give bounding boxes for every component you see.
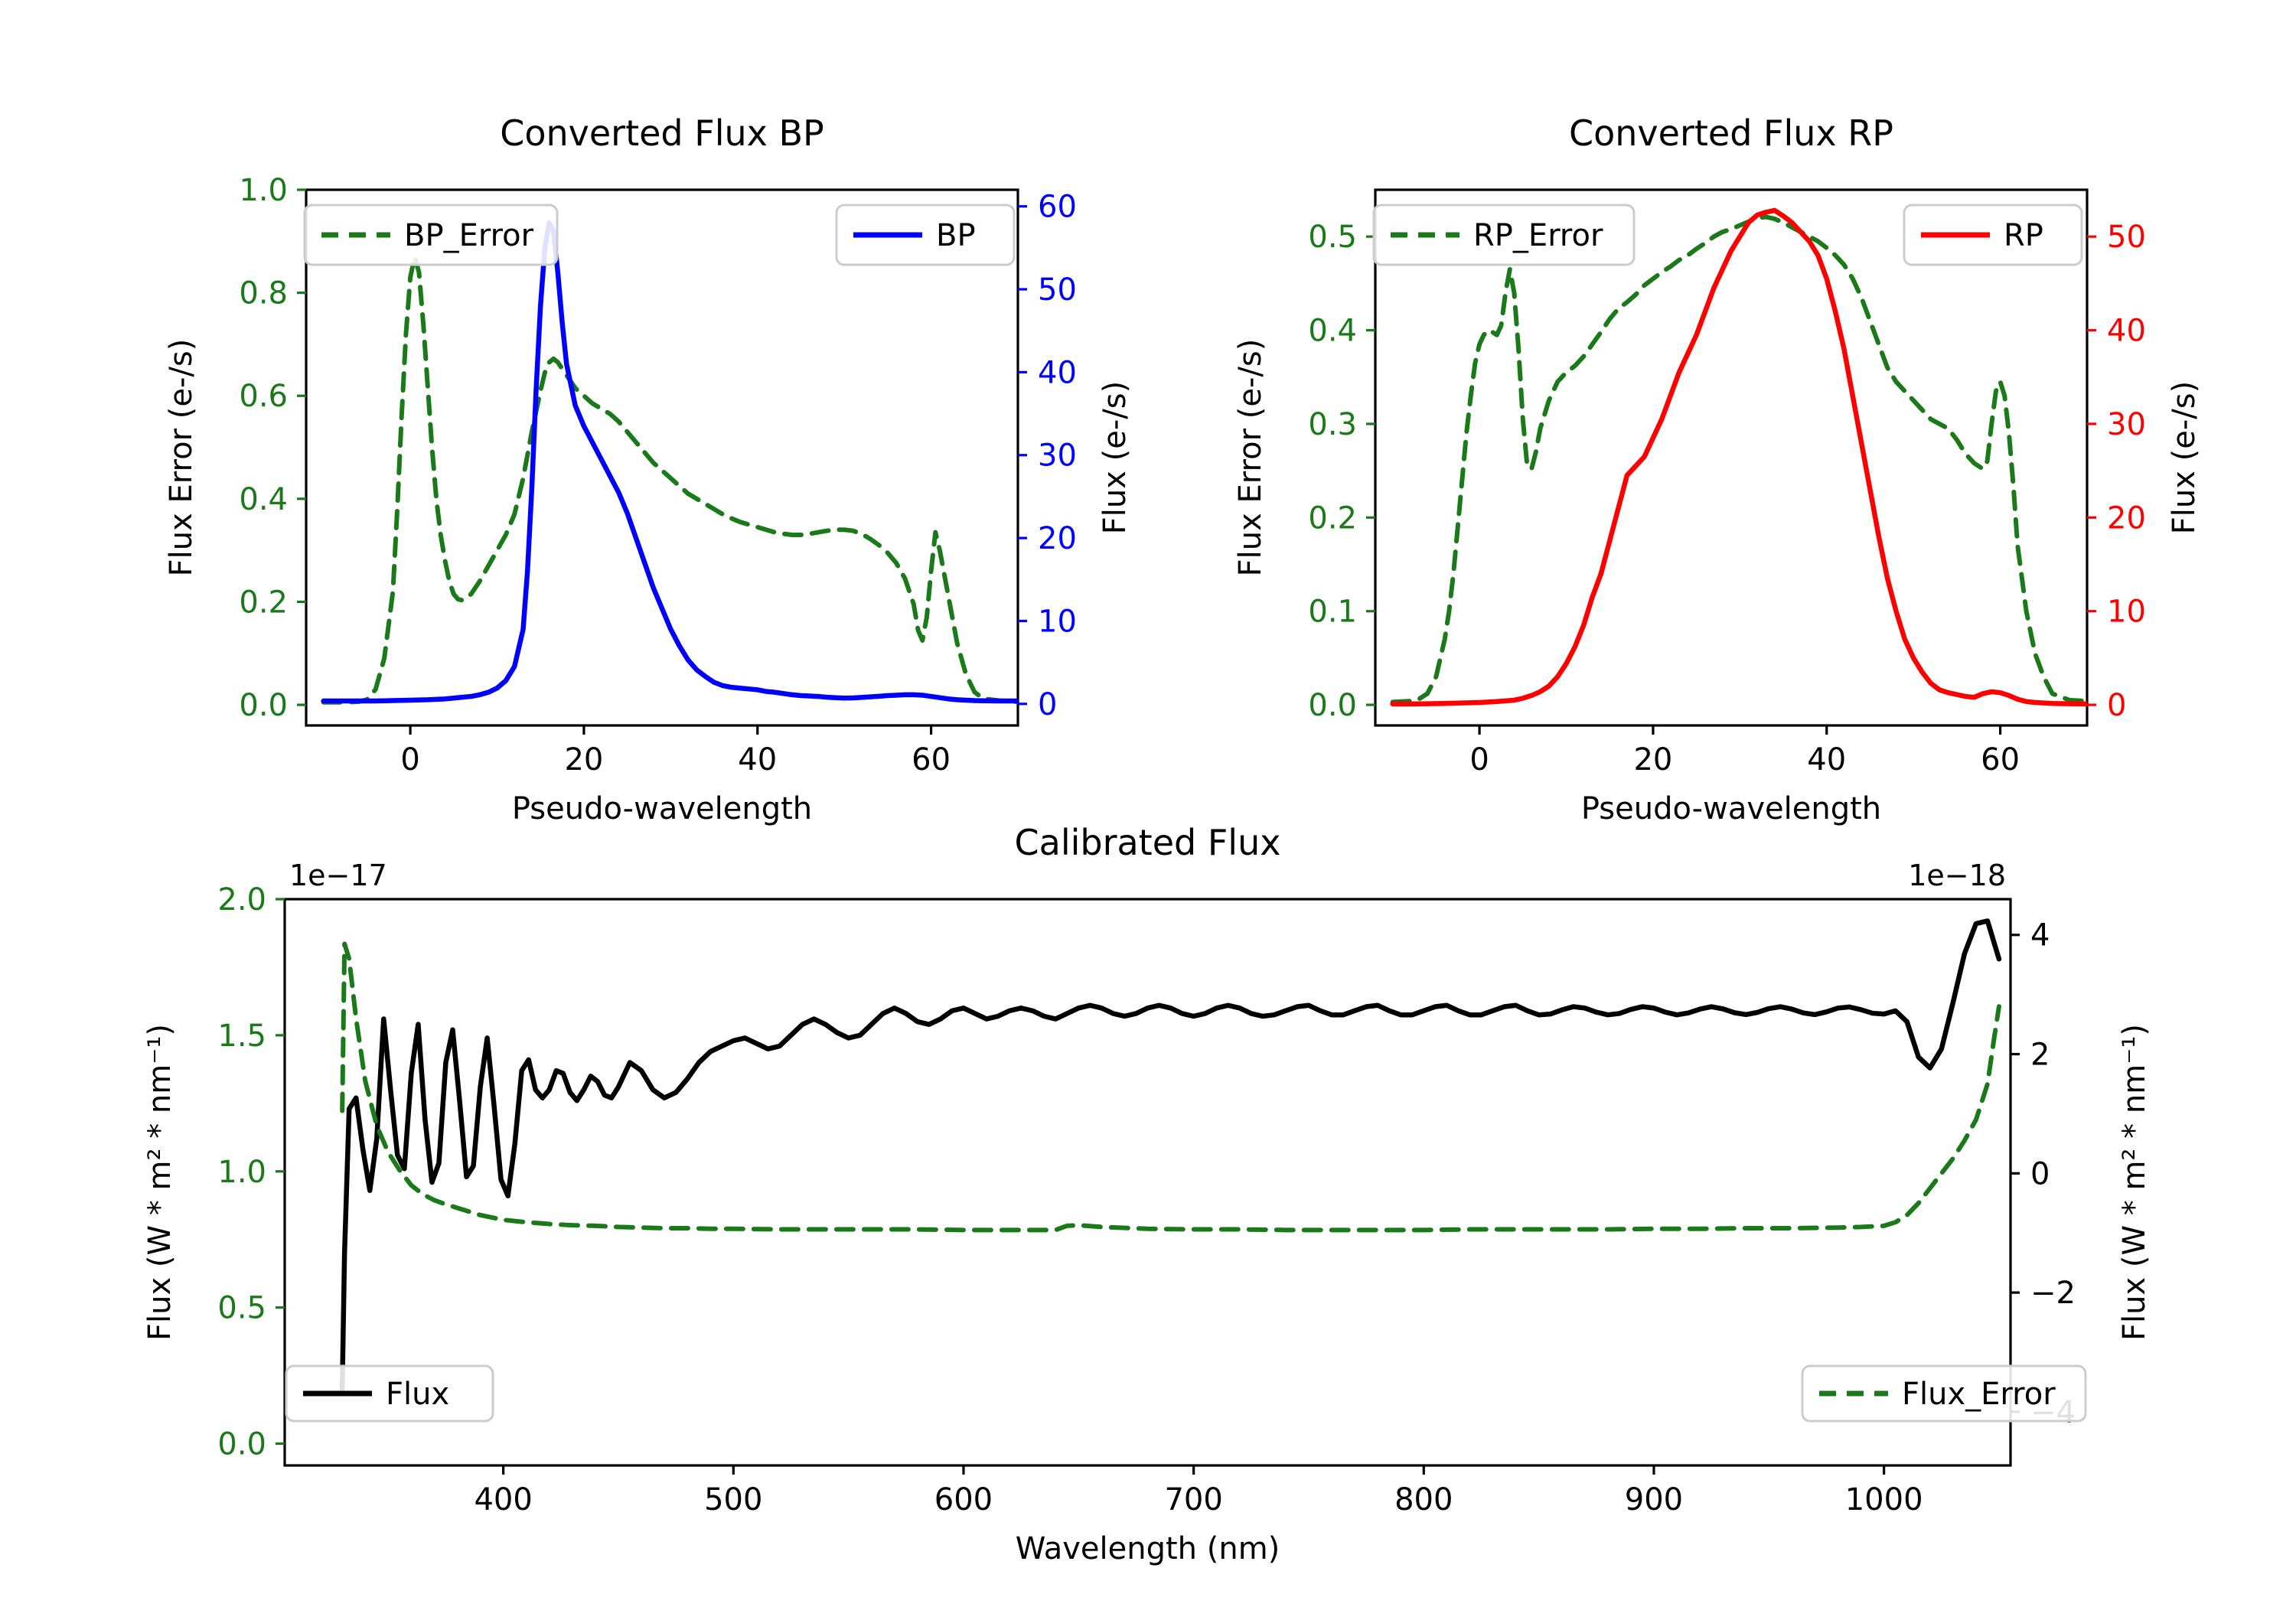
y-tick-label-converted-flux-bp-5: 1.0 [239, 173, 288, 208]
y2-tick-label-converted-flux-bp-6: 60 [1038, 190, 1077, 225]
plot-panel-converted-flux-rp: Converted Flux RP 0 20 40 60 Pseudo-wavelengt… [1233, 112, 2202, 826]
plot-frame-converted-flux-bp [305, 188, 1019, 727]
x-tick-label-calibrated-flux-2: 500 [704, 1482, 762, 1517]
legend-converted-flux-rp-left[interactable]: RP_Error [1372, 204, 1636, 266]
y-tick-label-converted-flux-bp-4: 0.8 [239, 276, 288, 311]
y-axis-label-converted-flux-rp: Flux Error (e-/s) [1233, 339, 1268, 577]
x-tick-label-calibrated-flux-3: 600 [934, 1482, 993, 1517]
y2-tick-label-converted-flux-bp-3: 30 [1038, 438, 1077, 474]
y-tick-label-calibrated-flux-2: 1.0 [217, 1155, 266, 1190]
y-tick-label-converted-flux-rp-1: 0.1 [1308, 595, 1357, 630]
x-tick-label-calibrated-flux-5: 800 [1394, 1482, 1453, 1517]
series-rp-error [1390, 214, 2087, 705]
x-tick-label-calibrated-flux-7: 1000 [1845, 1482, 1923, 1517]
legend-converted-flux-bp-right-label: BP [936, 218, 976, 253]
x-tick-label-calibrated-flux-6: 900 [1625, 1482, 1683, 1517]
plot-panel-calibrated-flux: Calibrated Flux 1e−17 1e−18 400 500 600 700 800… [142, 822, 2152, 1566]
y2-axis-offset-label-calibrated-flux: 1e−18 [1908, 859, 2006, 892]
y-tick-label-converted-flux-bp-1: 0.2 [239, 585, 288, 620]
y-tick-label-converted-flux-rp-5: 0.5 [1308, 220, 1357, 255]
legend-calibrated-flux-left[interactable]: Flux [285, 1364, 494, 1423]
legend-converted-flux-rp-right[interactable]: RP [1903, 204, 2083, 266]
series-flux [339, 918, 2002, 1392]
y-tick-label-calibrated-flux-4: 2.0 [217, 882, 266, 918]
series-flux-error [340, 941, 2001, 1233]
plot-title-calibrated-flux: Calibrated Flux [1015, 822, 1281, 863]
y-tick-label-calibrated-flux-3: 1.5 [217, 1019, 266, 1054]
plot-title-converted-flux-rp: Converted Flux RP [1569, 112, 1893, 154]
y2-tick-label-calibrated-flux-3: 2 [2030, 1038, 2050, 1073]
y-tick-label-calibrated-flux-1: 0.5 [217, 1291, 266, 1326]
y2-tick-label-converted-flux-bp-4: 40 [1038, 355, 1077, 390]
legend-converted-flux-bp-left-label: BP_Error [404, 218, 534, 253]
y-tick-label-converted-flux-rp-3: 0.3 [1308, 407, 1357, 442]
legend-calibrated-flux-right-box [1801, 1364, 2087, 1423]
x-tick-label-converted-flux-bp-2: 40 [738, 742, 777, 777]
x-axis-label-converted-flux-rp: Pseudo-wavelength [1581, 791, 1881, 826]
plot-panel-converted-flux-bp: Converted Flux BP 0 20 40 60 Pseudo-wavelengt… [164, 112, 1133, 826]
y2-tick-label-converted-flux-rp-3: 30 [2107, 407, 2146, 442]
series-bp-error [321, 254, 1018, 705]
y-tick-label-converted-flux-rp-0: 0.0 [1308, 688, 1357, 723]
y2-tick-label-converted-flux-rp-1: 10 [2107, 595, 2146, 630]
y2-tick-label-converted-flux-bp-0: 0 [1038, 687, 1057, 722]
legend-converted-flux-rp-right-label: RP [2004, 218, 2043, 253]
y2-axis-label-calibrated-flux: Flux (W * m² * nm⁻¹) [2117, 1024, 2152, 1341]
legend-calibrated-flux-left-label: Flux [386, 1377, 449, 1412]
legend-converted-flux-rp-right-box [1903, 204, 2083, 266]
x-axis-label-converted-flux-bp: Pseudo-wavelength [512, 791, 812, 826]
y2-tick-label-calibrated-flux-4: 4 [2030, 918, 2050, 953]
y-axis-offset-label-calibrated-flux: 1e−17 [289, 859, 387, 892]
y-axis-label-calibrated-flux: Flux (W * m² * nm⁻¹) [142, 1024, 178, 1341]
y2-tick-label-converted-flux-bp-2: 20 [1038, 521, 1077, 556]
x-tick-label-calibrated-flux-1: 400 [474, 1482, 532, 1517]
x-tick-label-converted-flux-rp-1: 20 [1633, 742, 1672, 777]
legend-converted-flux-bp-left[interactable]: BP_Error [303, 204, 559, 266]
y2-tick-label-calibrated-flux-1: −2 [2030, 1276, 2076, 1311]
legend-converted-flux-bp-right-box [835, 204, 1016, 266]
x-tick-label-converted-flux-bp-0: 0 [400, 742, 419, 777]
plot-frame-converted-flux-rp [1374, 188, 2089, 727]
y2-axis-label-converted-flux-bp: Flux (e-/s) [1097, 381, 1133, 534]
legend-calibrated-flux-left-box [285, 1364, 494, 1423]
legend-converted-flux-rp-left-label: RP_Error [1473, 218, 1603, 253]
x-tick-label-converted-flux-rp-2: 40 [1807, 742, 1846, 777]
x-tick-label-converted-flux-bp-3: 60 [912, 742, 951, 777]
y2-axis-label-converted-flux-rp: Flux (e-/s) [2167, 381, 2202, 534]
y-tick-label-converted-flux-bp-0: 0.0 [239, 688, 288, 723]
y2-tick-label-converted-flux-bp-1: 10 [1038, 604, 1077, 639]
y2-tick-label-converted-flux-rp-2: 20 [2107, 500, 2146, 536]
y-tick-label-converted-flux-bp-2: 0.4 [239, 482, 288, 517]
legend-converted-flux-rp-left-box [1372, 204, 1636, 266]
x-axis-label-calibrated-flux: Wavelength (nm) [1016, 1531, 1280, 1566]
y-tick-label-converted-flux-rp-2: 0.2 [1308, 500, 1357, 536]
legend-converted-flux-bp-right[interactable]: BP [835, 204, 1016, 266]
x-tick-label-calibrated-flux-4: 700 [1164, 1482, 1222, 1517]
series-bp [321, 220, 1018, 704]
legend-calibrated-flux-right-label: Flux_Error [1902, 1377, 2056, 1412]
y-tick-label-converted-flux-rp-4: 0.4 [1308, 314, 1357, 349]
legend-converted-flux-bp-left-box [303, 204, 559, 266]
x-tick-label-converted-flux-rp-3: 60 [1981, 742, 2020, 777]
y2-tick-label-converted-flux-rp-0: 0 [2107, 688, 2126, 723]
legend-calibrated-flux-right[interactable]: Flux_Error [1801, 1364, 2087, 1423]
plot-title-converted-flux-bp: Converted Flux BP [500, 112, 824, 154]
x-tick-label-converted-flux-bp-1: 20 [564, 742, 603, 777]
x-tick-label-converted-flux-rp-0: 0 [1469, 742, 1489, 777]
plot-frame-calibrated-flux [283, 898, 2012, 1467]
y2-tick-label-calibrated-flux-2: 0 [2030, 1156, 2050, 1191]
y2-tick-label-converted-flux-rp-5: 50 [2107, 220, 2146, 255]
y2-tick-label-converted-flux-rp-4: 40 [2107, 314, 2146, 349]
y2-tick-label-converted-flux-bp-5: 50 [1038, 272, 1077, 308]
y-tick-label-calibrated-flux-0: 0.0 [217, 1427, 266, 1462]
series-rp [1390, 207, 2087, 707]
y-axis-label-converted-flux-bp: Flux Error (e-/s) [164, 339, 199, 577]
y-tick-label-converted-flux-bp-3: 0.6 [239, 379, 288, 414]
